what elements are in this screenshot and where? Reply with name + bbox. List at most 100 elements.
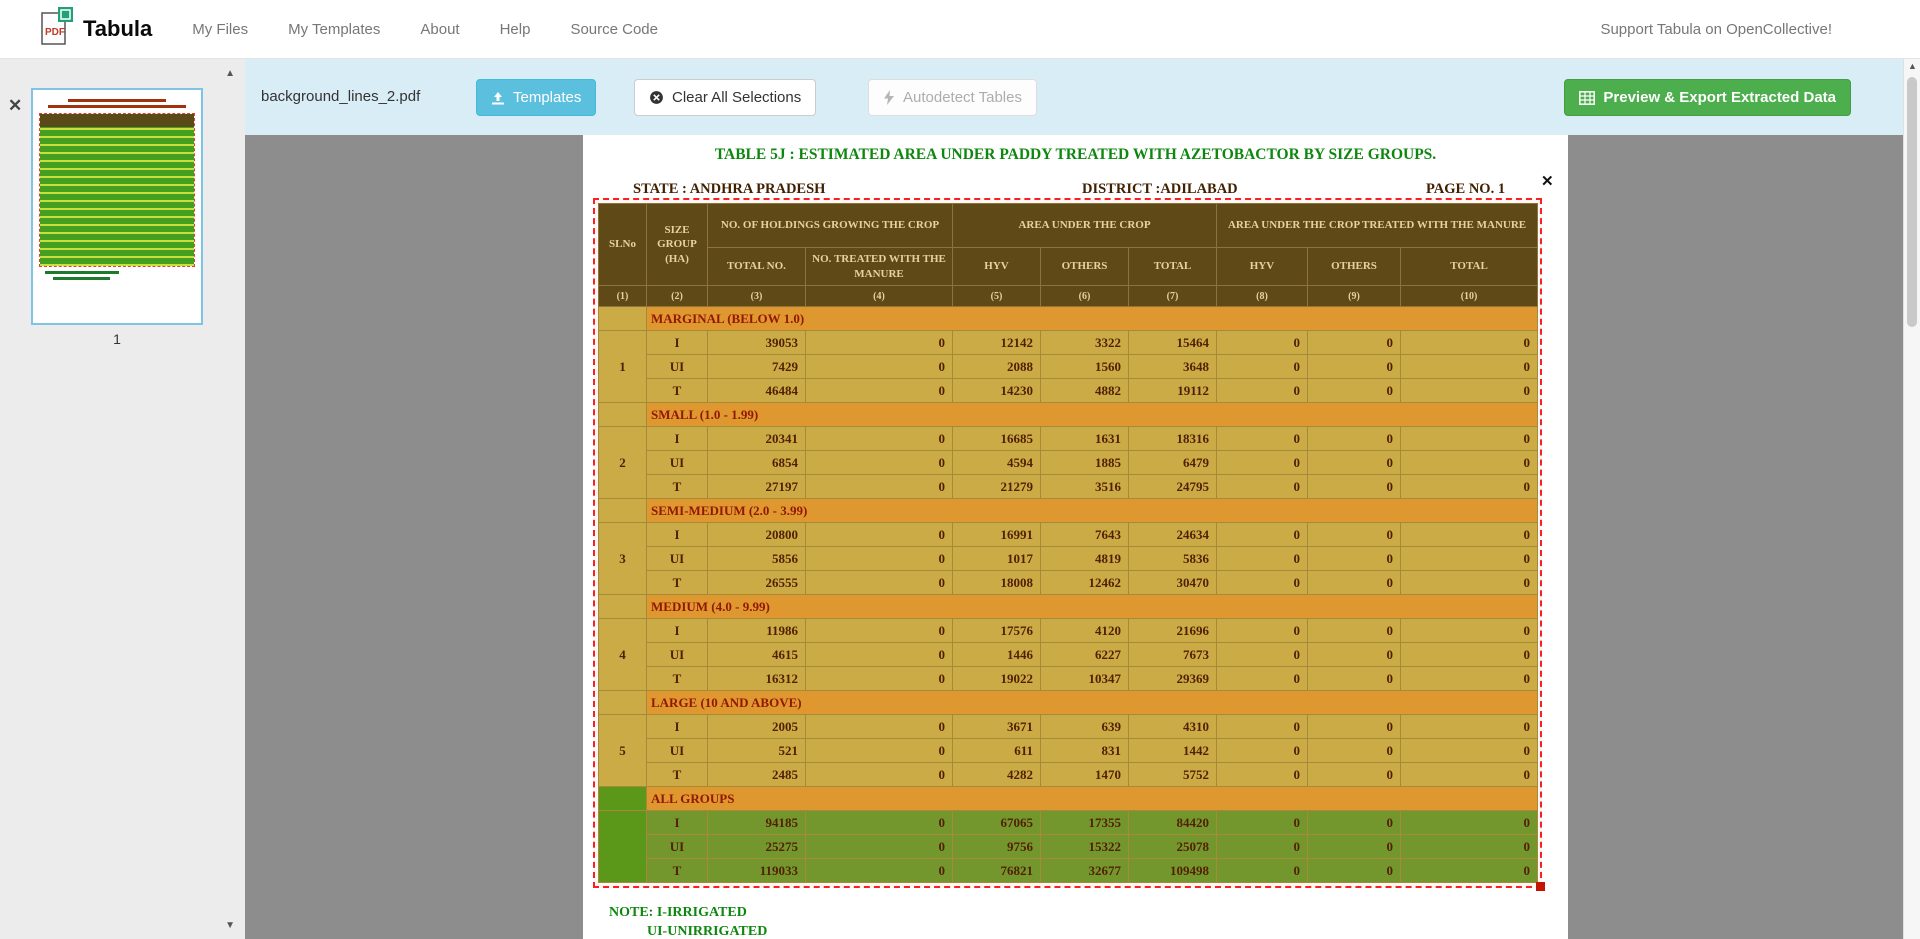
current-filename: background_lines_2.pdf	[261, 88, 420, 105]
table-cell: 1470	[1041, 763, 1129, 787]
table-cell: 0	[1217, 643, 1308, 667]
nav-item-source-code[interactable]: Source Code	[570, 21, 658, 38]
row-type-cell: UI	[647, 643, 708, 667]
preview-export-button[interactable]: Preview & Export Extracted Data	[1564, 79, 1851, 116]
support-link[interactable]: Support Tabula on OpenCollective!	[1600, 21, 1832, 38]
pdf-data-table: SLNo SIZE GROUP (HA) NO. OF HOLDINGS GRO…	[598, 203, 1538, 883]
table-cell: 21279	[953, 475, 1041, 499]
row-type-cell: T	[647, 571, 708, 595]
group-header-row: ALL GROUPS	[599, 787, 1538, 811]
table-cell: 0	[1401, 379, 1538, 403]
col-number: (5)	[953, 286, 1041, 307]
table-cell: 0	[1217, 763, 1308, 787]
templates-button-label: Templates	[513, 89, 581, 106]
table-cell: 3322	[1041, 331, 1129, 355]
table-cell: 24634	[1129, 523, 1217, 547]
table-cell: 0	[1217, 619, 1308, 643]
tabula-brand[interactable]: PDF Tabula	[40, 7, 152, 52]
row-type-cell: UI	[647, 355, 708, 379]
table-cell: 21696	[1129, 619, 1217, 643]
svg-text:PDF: PDF	[45, 27, 65, 38]
table-cell: 18316	[1129, 427, 1217, 451]
table-cell: 15322	[1041, 835, 1129, 859]
nav-item-help[interactable]: Help	[500, 21, 531, 38]
slno-cell: 2	[599, 427, 647, 499]
col-header-size-group: SIZE GROUP (HA)	[647, 204, 708, 286]
table-cell: 18008	[953, 571, 1041, 595]
scrollbar-up-icon[interactable]: ▲	[1904, 62, 1920, 71]
table-cell: 10347	[1041, 667, 1129, 691]
pdf-meta-row: STATE : ANDHRA PRADESH DISTRICT :ADILABA…	[583, 181, 1568, 201]
table-cell: 0	[1308, 571, 1401, 595]
table-cell: 6854	[708, 451, 806, 475]
table-cell: 0	[806, 331, 953, 355]
templates-button[interactable]: Templates	[476, 79, 596, 116]
table-cell: 7673	[1129, 643, 1217, 667]
group-sl-cell	[599, 403, 647, 427]
table-cell: 0	[1308, 739, 1401, 763]
row-type-cell: I	[647, 811, 708, 835]
table-cell: 0	[806, 835, 953, 859]
table-row: 3I20800016991764324634000	[599, 523, 1538, 547]
sidebar-scroll-up-icon[interactable]: ▲	[225, 69, 235, 79]
table-header: SLNo SIZE GROUP (HA) NO. OF HOLDINGS GRO…	[599, 204, 1538, 307]
table-cell: 0	[1308, 379, 1401, 403]
table-cell: 109498	[1129, 859, 1217, 883]
table-cell: 3648	[1129, 355, 1217, 379]
table-cell: 17355	[1041, 811, 1129, 835]
table-row: UI74290208815603648000	[599, 355, 1538, 379]
table-cell: 1885	[1041, 451, 1129, 475]
table-cell: 0	[1308, 667, 1401, 691]
sidebar-scroll-down-icon[interactable]: ▼	[225, 921, 235, 931]
group-header-row: SMALL (1.0 - 1.99)	[599, 403, 1538, 427]
subheader-total-2: TOTAL	[1401, 248, 1538, 286]
tabula-logo-icon: PDF	[40, 7, 73, 52]
table-cell: 0	[1217, 523, 1308, 547]
table-cell: 17576	[953, 619, 1041, 643]
table-cell: 2485	[708, 763, 806, 787]
main-scrollbar[interactable]: ▲	[1903, 59, 1920, 939]
page-thumbnail[interactable]	[31, 88, 203, 325]
table-cell: 25275	[708, 835, 806, 859]
col-number: (9)	[1308, 286, 1401, 307]
pdf-table-title: TABLE 5J : ESTIMATED AREA UNDER PADDY TR…	[583, 146, 1568, 164]
table-cell: 24795	[1129, 475, 1217, 499]
table-cell: 0	[1401, 427, 1538, 451]
nav-item-my-files[interactable]: My Files	[192, 21, 248, 38]
nav-item-about[interactable]: About	[420, 21, 459, 38]
col-header-holdings: NO. OF HOLDINGS GROWING THE CROP	[708, 204, 953, 248]
table-cell: 46484	[708, 379, 806, 403]
table-cell: 4594	[953, 451, 1041, 475]
table-cell: 11986	[708, 619, 806, 643]
scrollbar-thumb[interactable]	[1907, 77, 1917, 327]
toolbar: background_lines_2.pdf Templates Clear A…	[245, 59, 1920, 135]
table-cell: 39053	[708, 331, 806, 355]
slno-cell: 5	[599, 715, 647, 787]
col-number: (10)	[1401, 286, 1538, 307]
table-row: UI52106118311442000	[599, 739, 1538, 763]
group-sl-cell	[599, 595, 647, 619]
clear-all-selections-button[interactable]: Clear All Selections	[634, 79, 816, 116]
note-line-2: UI-UNIRRIGATED	[647, 924, 767, 939]
table-cell: 0	[806, 523, 953, 547]
nav-item-my-templates[interactable]: My Templates	[288, 21, 380, 38]
selection-resize-handle[interactable]	[1536, 882, 1545, 891]
table-cell: 0	[1308, 355, 1401, 379]
remove-page-icon[interactable]: ✕	[8, 97, 22, 114]
table-cell: 0	[806, 475, 953, 499]
table-row: T27197021279351624795000	[599, 475, 1538, 499]
table-cell: 5856	[708, 547, 806, 571]
table-cell: 0	[1308, 475, 1401, 499]
col-number: (3)	[708, 286, 806, 307]
pdf-viewer-area: TABLE 5J : ESTIMATED AREA UNDER PADDY TR…	[245, 135, 1903, 939]
autodetect-tables-button[interactable]: Autodetect Tables	[868, 79, 1037, 116]
col-number: (8)	[1217, 286, 1308, 307]
table-row: 1I39053012142332215464000	[599, 331, 1538, 355]
table-row: UI25275097561532225078000	[599, 835, 1538, 859]
table-cell: 1631	[1041, 427, 1129, 451]
group-label-cell: MARGINAL (BELOW 1.0)	[647, 307, 1538, 331]
table-cell: 3671	[953, 715, 1041, 739]
table-cell: 2088	[953, 355, 1041, 379]
selection-close-icon[interactable]: ✕	[1541, 174, 1554, 189]
table-row: UI58560101748195836000	[599, 547, 1538, 571]
